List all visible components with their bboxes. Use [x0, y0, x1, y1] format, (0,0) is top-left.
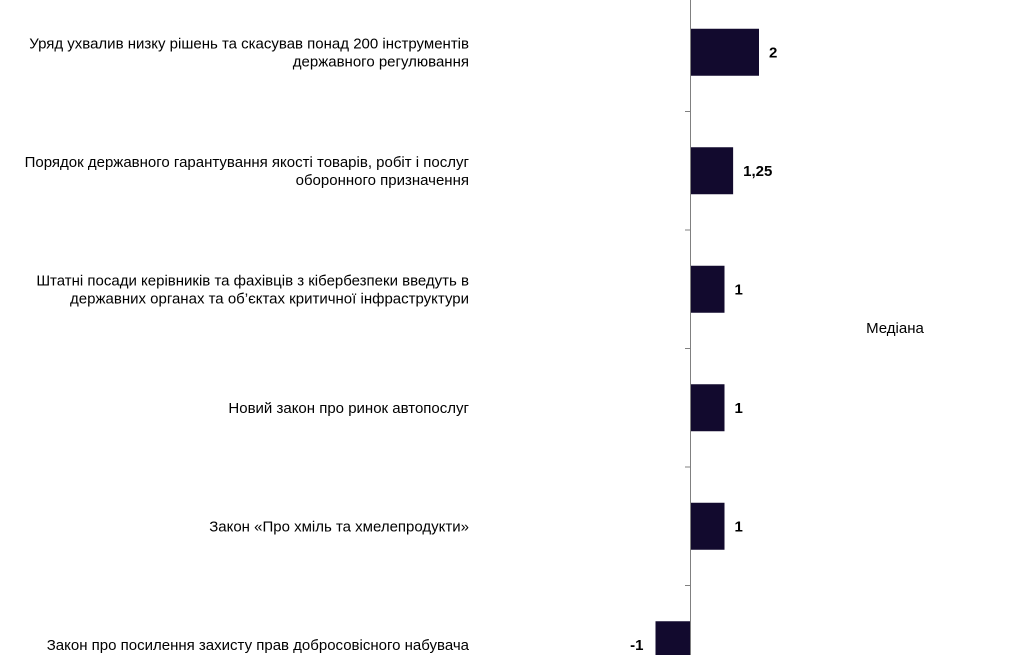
category-label: Уряд ухвалив низку рішень та скасував по…: [29, 35, 469, 70]
value-label: -1: [630, 637, 643, 654]
bars: [655, 28, 759, 655]
value-label: 1,25: [743, 163, 772, 180]
bar: [655, 621, 690, 655]
bar: [690, 265, 725, 313]
bar: [690, 147, 734, 195]
bar: [690, 384, 725, 432]
bar: [690, 502, 725, 550]
value-label: 1: [735, 281, 743, 298]
bar: [690, 28, 759, 76]
value-label: 1: [735, 518, 743, 535]
legend-label: Медіана: [866, 320, 924, 337]
category-label: Закон «Про хміль та хмелепродукти»: [209, 518, 469, 535]
value-label: 1: [735, 400, 743, 417]
category-label: Штатні посади керівників та фахівців з к…: [36, 272, 469, 307]
category-labels: Уряд ухвалив низку рішень та скасував по…: [25, 35, 470, 654]
value-label: 2: [769, 44, 777, 61]
value-labels: 2 1,25 1 1 1 -1: [630, 44, 777, 654]
category-label: Закон про посилення захисту прав добросо…: [47, 637, 470, 654]
value-axis: [685, 0, 691, 655]
category-label: Новий закон про ринок автопослуг: [228, 400, 469, 417]
category-label: Порядок державного гарантування якості т…: [25, 154, 470, 189]
